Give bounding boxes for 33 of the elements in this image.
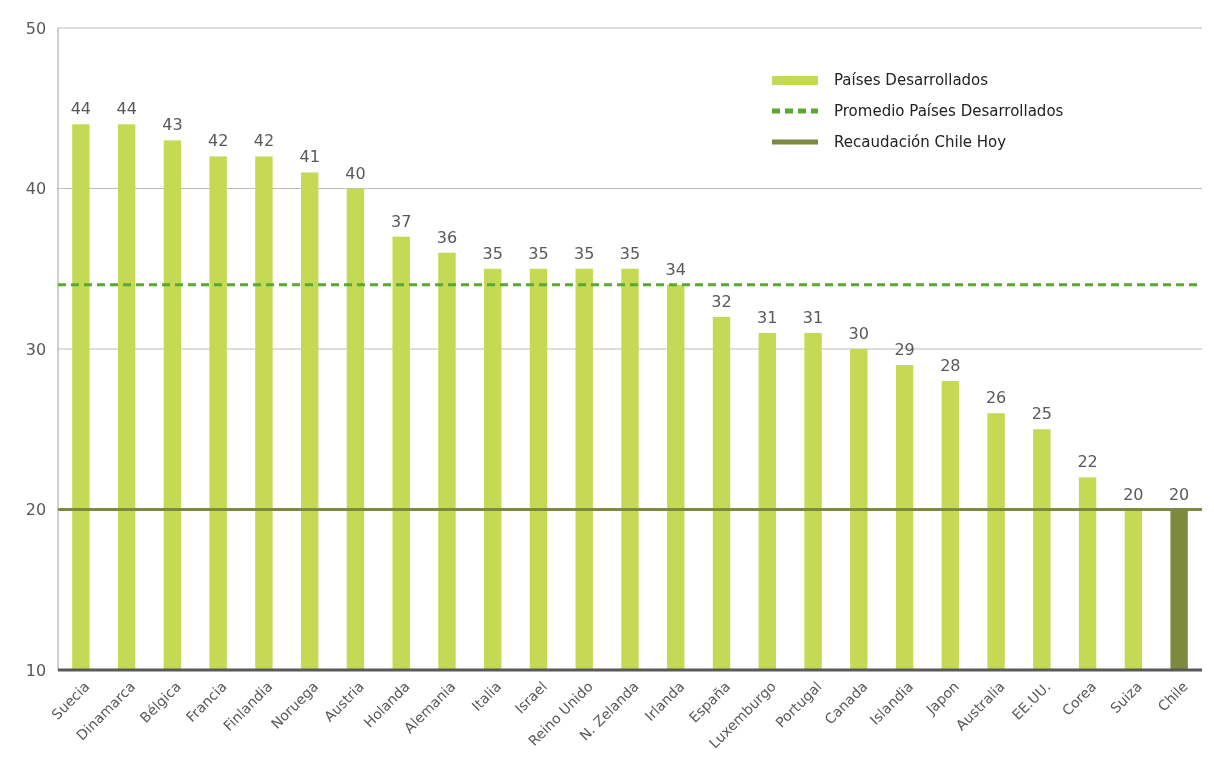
y-tick-label: 30 xyxy=(25,339,47,359)
data-label: 37 xyxy=(391,211,412,231)
data-label: 20 xyxy=(1168,484,1190,504)
data-label: 36 xyxy=(436,227,458,247)
data-label: 44 xyxy=(116,99,137,119)
data-label: 42 xyxy=(253,131,275,151)
y-tick-label: 10 xyxy=(25,660,47,680)
data-label: 44 xyxy=(70,99,92,119)
data-label: 40 xyxy=(345,163,366,183)
data-label: 26 xyxy=(985,388,1007,408)
data-label: 29 xyxy=(894,340,915,360)
data-label: 28 xyxy=(940,356,961,376)
y-tick-label: 40 xyxy=(25,179,47,199)
legend-label: Recaudación Chile Hoy xyxy=(834,133,1007,152)
y-tick-label: 20 xyxy=(25,500,47,520)
data-label: 34 xyxy=(665,259,686,279)
legend-label: Países Desarrollados xyxy=(834,71,989,90)
data-label: 30 xyxy=(848,324,869,343)
data-label: 35 xyxy=(619,243,641,263)
data-label: 32 xyxy=(711,291,732,311)
legend-label: Promedio Países Desarrollados xyxy=(834,102,1064,121)
data-label: 35 xyxy=(528,243,549,263)
data-label: 35 xyxy=(482,243,503,263)
data-label: 31 xyxy=(757,307,778,327)
y-tick-label: 50 xyxy=(25,18,47,38)
data-label: 42 xyxy=(207,131,229,151)
data-label: 20 xyxy=(1123,484,1144,504)
data-label: 35 xyxy=(574,243,595,263)
data-label: 25 xyxy=(1031,404,1053,424)
data-label: 43 xyxy=(162,115,183,135)
data-label: 41 xyxy=(299,147,320,167)
data-label: 22 xyxy=(1077,452,1098,472)
data-label: 31 xyxy=(802,307,824,327)
